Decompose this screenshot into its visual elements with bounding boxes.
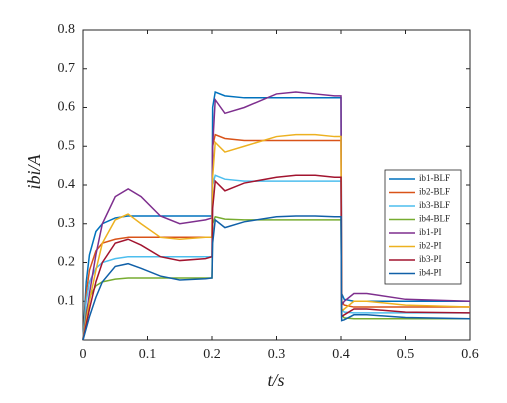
legend-label: ib2-PI [419,241,442,251]
x-tick-label: 0.3 [268,347,286,362]
y-tick-label: 0.2 [58,255,76,270]
legend-label: ib3-BLF [419,200,450,210]
series-line [82,174,471,341]
series-line [82,90,470,341]
y-tick-label: 0.1 [58,293,76,308]
series-line [82,215,471,341]
y-tick-label: 0.6 [58,100,76,115]
legend-box [384,169,462,285]
legend-label: ib3-PI [419,254,442,264]
series-line [82,133,471,341]
legend-label: ib4-PI [419,268,442,278]
legend-label: ib4-BLF [419,214,450,224]
x-tick-label: 0.2 [203,347,221,362]
series-line [82,174,470,341]
x-axis-label: t/s [267,370,284,390]
x-tick-label: 0.4 [332,347,350,362]
x-tick-label: 0 [80,347,87,362]
legend: ib1-BLF ib2-BLF ib3-BLF ib4-BLF ib1-PI ib2-PI… [384,169,462,285]
legend-label: ib2-BLF [419,187,450,197]
series-line [82,91,471,341]
x-tick-label: 0.5 [397,347,415,362]
y-axis-label: ibi/A [24,153,44,189]
x-tick-label: 0.1 [139,347,157,362]
y-tick-label: 0.5 [58,138,76,153]
x-tick-label: 0.6 [461,347,479,362]
legend-label: ib1-BLF [419,173,450,183]
y-tick-label: 0.7 [58,61,76,76]
y-tick-label: 0.3 [58,216,76,231]
y-tick-label: 0.4 [58,177,76,192]
y-tick-label: 0.8 [58,22,76,37]
legend-label: ib1-PI [419,227,442,237]
series-line [82,215,470,341]
